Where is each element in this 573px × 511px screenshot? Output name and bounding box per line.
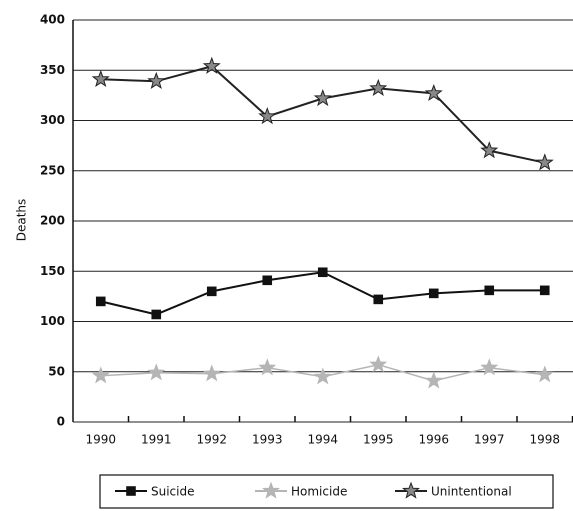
legend-marker: [126, 486, 136, 496]
point: [424, 371, 443, 389]
y-tick-label: 50: [48, 364, 65, 378]
y-tick-label: 350: [40, 63, 65, 77]
point: [424, 83, 443, 101]
point: [258, 107, 277, 125]
x-tick-label: 1995: [363, 433, 394, 447]
point: [535, 365, 554, 383]
point: [313, 88, 332, 107]
x-tick-label: 1990: [85, 433, 116, 447]
legend-label: Suicide: [151, 485, 195, 499]
x-tick-label: 1998: [529, 433, 560, 447]
point: [202, 364, 221, 382]
legend-box: [99, 474, 554, 509]
point: [258, 358, 277, 376]
point: [313, 367, 332, 385]
point: [206, 286, 217, 297]
x-tick-label: 1996: [418, 433, 449, 447]
legend-marker: [402, 481, 420, 499]
point: [428, 288, 439, 299]
y-tick-label: 0: [57, 415, 65, 429]
point: [95, 296, 106, 307]
series-line: [100, 65, 545, 164]
point: [369, 355, 388, 373]
series-line: [100, 271, 545, 316]
point: [535, 153, 554, 171]
point: [151, 309, 162, 320]
legend-label: Unintentional: [431, 485, 512, 499]
point: [91, 366, 110, 384]
point: [539, 285, 550, 296]
point: [317, 267, 328, 278]
x-tick-label: 1991: [141, 433, 172, 447]
point: [480, 358, 499, 376]
x-tick-label: 1997: [474, 433, 505, 447]
point: [147, 71, 166, 89]
y-tick-label: 100: [40, 314, 65, 328]
point: [91, 69, 110, 87]
x-tick-label: 1992: [196, 433, 227, 447]
y-axis-label: Deaths: [15, 199, 29, 242]
y-tick-label: 400: [40, 13, 65, 27]
legend-label: Homicide: [291, 485, 347, 499]
y-tick-label: 200: [40, 214, 65, 228]
point: [369, 78, 388, 96]
x-tick-label: 1994: [307, 433, 338, 447]
point: [202, 56, 221, 74]
point: [262, 275, 273, 286]
x-tick-label: 1993: [252, 433, 283, 447]
point: [373, 294, 384, 305]
y-tick-label: 250: [40, 163, 65, 177]
point: [480, 141, 499, 159]
point: [147, 363, 166, 381]
point: [484, 285, 495, 296]
legend-marker: [262, 481, 280, 499]
y-tick-label: 150: [40, 264, 65, 278]
y-tick-label: 300: [40, 113, 65, 127]
